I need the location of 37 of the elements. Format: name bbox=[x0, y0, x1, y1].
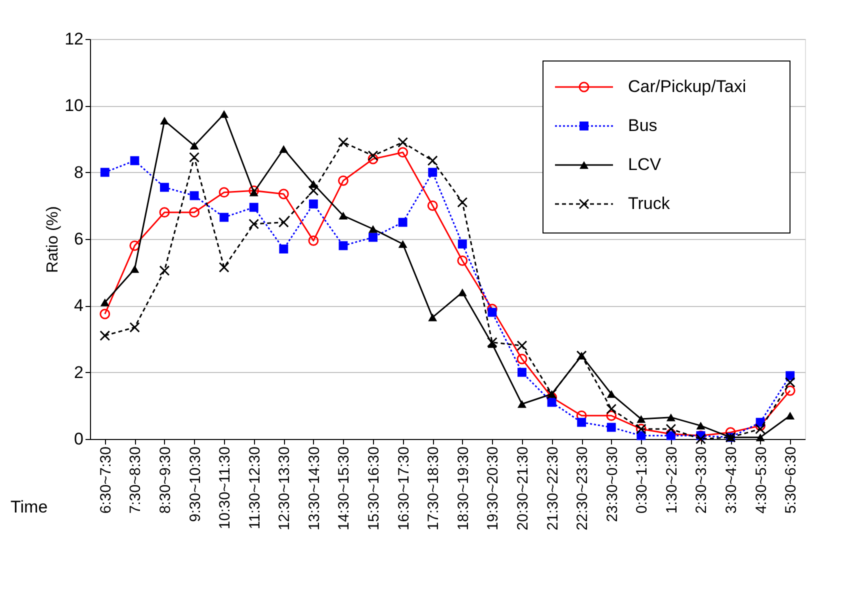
x-tick-label: 20:30~21:30 bbox=[514, 446, 532, 530]
x-tick-label: 6:30~7:30 bbox=[97, 446, 114, 514]
x-tick-label: 5:30~6:30 bbox=[782, 446, 800, 514]
x-tick-label: 12:30~13:30 bbox=[276, 446, 294, 530]
x-tick-label: 0:30~1:30 bbox=[634, 446, 651, 514]
x-tick-label: 16:30~17:30 bbox=[395, 446, 412, 530]
x-tick-label: 23:30~0:30 bbox=[604, 446, 621, 522]
legend-label: Truck bbox=[628, 194, 670, 213]
x-tick-label: 22:30~23:30 bbox=[574, 446, 592, 530]
x-tick-label: 10:30~11:30 bbox=[216, 446, 234, 530]
x-tick-label: 18:30~19:30 bbox=[454, 446, 472, 530]
y-tick-label: 4 bbox=[74, 296, 84, 316]
y-tick-label: 12 bbox=[64, 30, 84, 48]
x-tick-label: 3:30~4:30 bbox=[723, 446, 740, 514]
y-tick-label: 10 bbox=[64, 96, 84, 116]
x-tick-label: 7:30~8:30 bbox=[127, 446, 144, 514]
legend-label: Bus bbox=[628, 116, 658, 135]
x-tick-label: 19:30~20:30 bbox=[484, 446, 502, 530]
x-tick-label: 21:30~22:30 bbox=[544, 446, 562, 530]
legend-label: LCV bbox=[628, 155, 662, 174]
x-tick-label: 8:30~9:30 bbox=[156, 446, 174, 514]
y-tick-label: 6 bbox=[74, 230, 84, 248]
x-tick-label: 1:30~2:30 bbox=[663, 446, 680, 514]
x-tick-label: 14:30~15:30 bbox=[336, 446, 353, 530]
y-tick-label: 2 bbox=[74, 362, 84, 382]
y-tick-label: 0 bbox=[74, 430, 84, 448]
y-tick-label: 8 bbox=[74, 162, 84, 182]
x-tick-label: 15:30~16:30 bbox=[366, 446, 383, 530]
x-tick-label: 13:30~14:30 bbox=[306, 446, 323, 530]
x-tick-label: 2:30~3:30 bbox=[693, 446, 710, 514]
x-tick-label: 11:30~12:30 bbox=[246, 446, 264, 530]
legend-label: Car/Pickup/Taxi bbox=[628, 77, 746, 96]
x-tick-label: 4:30~5:30 bbox=[752, 446, 770, 514]
x-tick-label: 9:30~10:30 bbox=[186, 446, 204, 522]
x-axis-title: Time bbox=[10, 498, 48, 516]
y-axis-title: Ratio (%) bbox=[44, 206, 62, 273]
x-tick-label: 17:30~18:30 bbox=[425, 446, 442, 530]
